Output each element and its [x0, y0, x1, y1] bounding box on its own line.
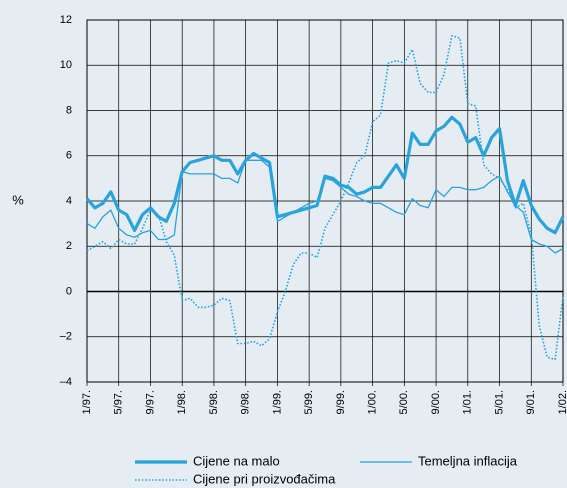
- y-axis-label: %: [12, 192, 24, 207]
- x-tick-label: 5/97.: [113, 390, 125, 414]
- y-tick-label: 6: [66, 150, 72, 162]
- y-tick-label: –2: [60, 331, 72, 343]
- y-tick-label: 0: [66, 285, 72, 297]
- y-tick-label: 8: [66, 104, 72, 116]
- x-tick-label: 1/98.: [176, 390, 188, 414]
- x-tick-label: 5/99.: [303, 390, 315, 414]
- y-tick-label: –4: [60, 376, 72, 388]
- x-tick-label: 9/01.: [525, 390, 537, 414]
- x-tick-label: 5/00.: [398, 390, 410, 414]
- x-tick-label: 1/01.: [462, 390, 474, 414]
- x-tick-label: 1/99.: [271, 390, 283, 414]
- y-tick-label: 4: [66, 195, 72, 207]
- x-tick-label: 1/00.: [367, 390, 379, 414]
- x-tick-label: 5/01.: [493, 390, 505, 414]
- y-tick-label: 2: [66, 240, 72, 252]
- x-tick-label: 5/98.: [208, 390, 220, 414]
- y-tick-label: 12: [60, 14, 72, 26]
- series-line: [85, 115, 565, 235]
- legend-label: Cijene na malo: [193, 453, 280, 468]
- x-tick-label: 9/98.: [240, 390, 252, 414]
- x-tick-label: 9/00.: [430, 390, 442, 414]
- legend-label: Cijene pri proizvođačima: [193, 471, 336, 486]
- x-tick-label: 9/99.: [335, 390, 347, 414]
- y-tick-label: 10: [60, 59, 72, 71]
- legend-label: Temeljna inflacija: [418, 453, 518, 468]
- x-tick-label: 9/97.: [144, 390, 156, 414]
- x-tick-label: 1/97.: [81, 390, 93, 414]
- x-tick-label: 1/02.: [557, 390, 567, 414]
